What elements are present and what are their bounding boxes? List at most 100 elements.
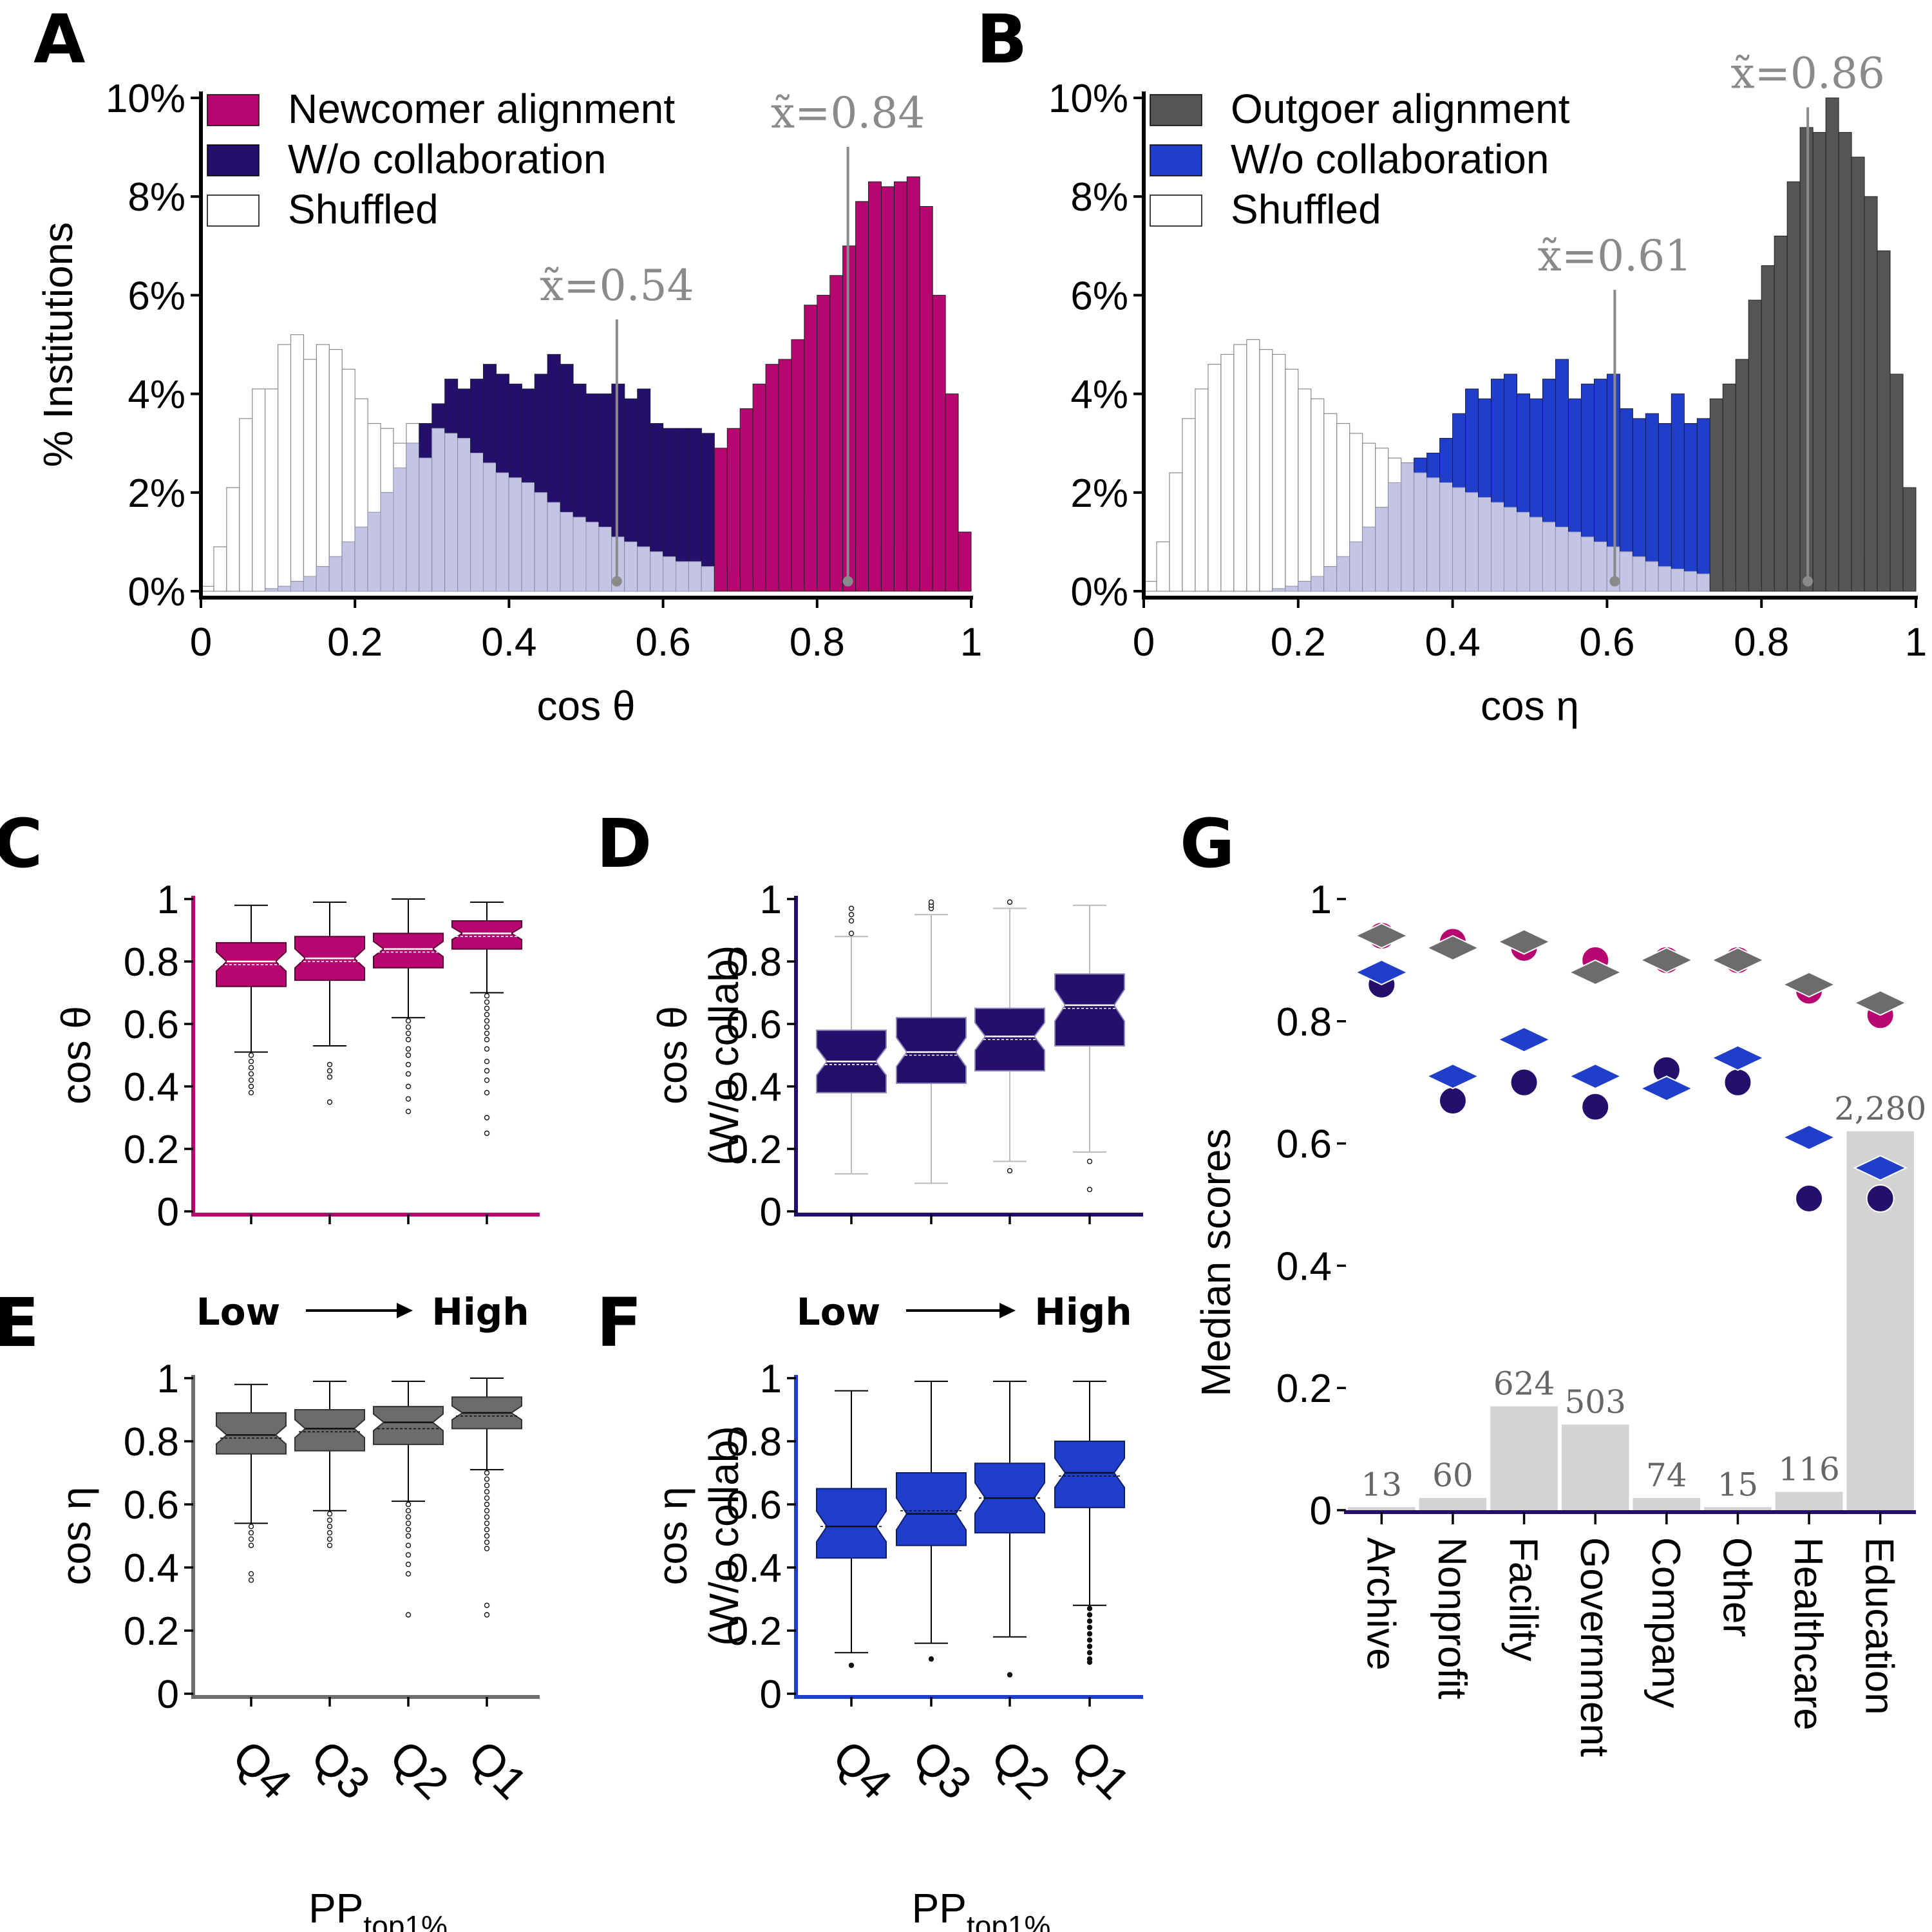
alignment-bar xyxy=(638,522,650,591)
y-tick-label: 4% xyxy=(1070,373,1128,417)
marker-gray-diamond xyxy=(1425,934,1481,961)
alignment-bar xyxy=(1709,398,1723,592)
outlier-point xyxy=(248,1530,254,1536)
outlier-point xyxy=(405,1612,412,1618)
box-3 xyxy=(373,1380,444,1618)
arrow-head xyxy=(397,1303,413,1318)
y-tick-label: 0.2 xyxy=(124,1609,179,1654)
outlier-point xyxy=(484,1612,490,1618)
marker-blue-diamond xyxy=(1354,959,1409,985)
outlier-point xyxy=(405,1024,412,1030)
box-4 xyxy=(451,901,522,1136)
legend-label: W/o collaboration xyxy=(288,136,606,182)
shuffled-bar xyxy=(226,487,240,592)
box-3 xyxy=(974,1380,1045,1678)
outlier-point xyxy=(405,1052,412,1058)
shuffled-bar xyxy=(303,359,317,592)
alignment-bar xyxy=(1838,132,1852,592)
marker-navy-circle xyxy=(1438,1086,1467,1115)
outlier-point xyxy=(484,1046,490,1052)
alignment-bar xyxy=(932,294,946,592)
x-tick-label-text: Q1 xyxy=(459,1730,536,1808)
outlier-point xyxy=(848,912,855,918)
x-tick-label: Facility xyxy=(1501,1537,1546,1662)
marker-gray-diamond xyxy=(1639,947,1694,974)
overlap-bar xyxy=(367,511,381,592)
y-tick-label: 0.8 xyxy=(124,940,179,985)
y-tick-label: 2% xyxy=(128,471,185,516)
y-tick-label: 0% xyxy=(128,570,185,614)
overlap-bar xyxy=(457,438,471,592)
alignment-bar xyxy=(1388,586,1401,591)
alignment-bar xyxy=(1350,589,1363,591)
outlier-point xyxy=(248,1090,254,1095)
outlier-point xyxy=(405,1508,412,1514)
y-tick-label: 0 xyxy=(760,1190,782,1235)
boxplot-panel-E: 0 0.2 0.4 0.6 0.8 1 Q4 Q3 Q2 Q1 PPtop1% Low High cos … xyxy=(0,1283,540,1932)
legend-label: W/o collaboration xyxy=(1231,136,1549,182)
shuffled-bar xyxy=(1208,364,1222,592)
outlier-point xyxy=(405,1030,412,1036)
box-body xyxy=(1054,973,1125,1046)
x-tick-label: 0 xyxy=(190,620,212,665)
shuffled-bar xyxy=(1195,388,1209,592)
outlier-point xyxy=(248,1571,254,1577)
alignment-bar xyxy=(1440,576,1453,591)
shuffled-bar xyxy=(1246,339,1260,592)
marker-gray-diamond xyxy=(1781,971,1837,998)
alignment-bar xyxy=(663,502,676,591)
shuffled-bar xyxy=(1220,354,1235,592)
outlier-point xyxy=(484,1476,490,1482)
y-tick-label: 0.8 xyxy=(1276,1000,1332,1045)
panel-label: G xyxy=(1180,804,1235,883)
shuffled-bar xyxy=(1323,413,1338,592)
outlier-point xyxy=(484,1068,490,1074)
overlap-bar xyxy=(1311,576,1325,592)
shuffled-bar xyxy=(265,388,279,592)
outlier-point xyxy=(484,1058,490,1065)
legend-label: Shuffled xyxy=(1231,186,1381,232)
overlap-bar xyxy=(265,588,279,592)
y-tick-label: 0 xyxy=(157,1190,179,1235)
outlier-point xyxy=(327,1061,333,1068)
outlier-point xyxy=(484,1533,490,1539)
outlier-point xyxy=(484,1030,490,1036)
alignment-bar xyxy=(522,562,535,591)
box-body xyxy=(216,1412,287,1455)
outlier-point xyxy=(1086,1624,1093,1631)
outlier-point xyxy=(1086,1612,1093,1618)
count-label: 503 xyxy=(1564,1383,1625,1421)
outlier-point xyxy=(248,1077,254,1083)
alignment-bar xyxy=(445,584,458,591)
box-body xyxy=(216,942,287,987)
y-tick-label: 0.6 xyxy=(726,1483,782,1528)
alignment-bar xyxy=(1684,453,1697,591)
overlap-bar xyxy=(290,581,304,592)
x-tick-label: Q3 xyxy=(301,1730,379,1808)
scores-panel-G: 13 60 624 503 74 15 116 2,280 0 0.2 0.4 0.6 0.8 1 Arch… xyxy=(1180,804,1926,1757)
outlier-point xyxy=(405,1018,412,1024)
count-label: 13 xyxy=(1361,1466,1403,1503)
overlap-bar xyxy=(1414,472,1428,592)
shuffled-bar xyxy=(1272,354,1286,592)
y-tick-label: 0.2 xyxy=(726,1128,782,1172)
y-tick-label: 0.4 xyxy=(1276,1244,1332,1289)
alignment-bar xyxy=(1877,250,1891,592)
y-tick-label: 1 xyxy=(760,878,782,922)
marker-blue-diamond xyxy=(1710,1045,1765,1071)
outlier-point xyxy=(1086,1605,1093,1611)
alignment-bar xyxy=(1761,265,1775,592)
x-axis-label-sub: top1% xyxy=(967,1909,1050,1932)
overlap-bar xyxy=(393,468,407,592)
outlier-point xyxy=(1007,899,1013,905)
alignment-bar xyxy=(893,181,907,592)
alignment-bar xyxy=(1581,542,1594,591)
y-tick-label: 0% xyxy=(1070,570,1128,614)
x-tick-label: Company xyxy=(1643,1537,1688,1708)
alignment-bar xyxy=(701,463,714,591)
x-axis-label-main: PP xyxy=(912,1885,967,1931)
shuffled-bar xyxy=(239,418,253,592)
panel-label: B xyxy=(976,0,1027,79)
count-label: 74 xyxy=(1646,1457,1687,1494)
overlap-bar xyxy=(1439,482,1454,592)
